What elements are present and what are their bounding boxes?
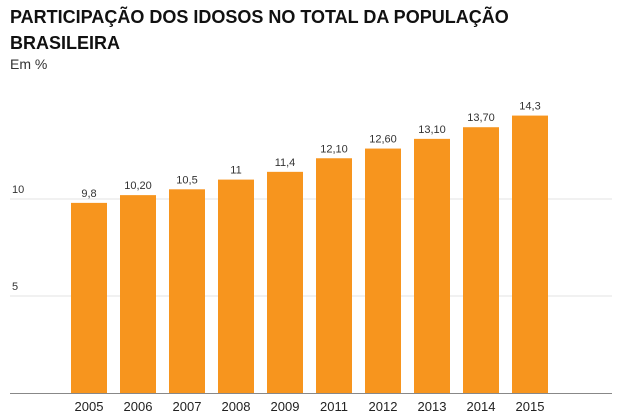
x-tick-label-2007: 2007: [173, 399, 202, 414]
y-tick-label-5: 5: [12, 281, 18, 293]
x-tick-label-2014: 2014: [467, 399, 496, 414]
x-tick-label-2006: 2006: [124, 399, 153, 414]
data-label-2008: 11: [230, 165, 241, 177]
bar-2008: [218, 179, 254, 393]
grid-lines: [10, 198, 612, 297]
x-tick-label-2013: 2013: [418, 399, 447, 414]
data-label-2007: 10,5: [176, 174, 197, 186]
y-axis: 5 10: [12, 184, 24, 293]
y-tick-label-10: 10: [12, 184, 24, 196]
bar-2013: [414, 138, 450, 393]
x-tick-label-2008: 2008: [222, 399, 251, 414]
data-label-2005: 9,8: [81, 188, 96, 200]
data-label-2011: 12,10: [320, 143, 348, 155]
data-label-2009: 11,4: [275, 157, 296, 169]
data-label-2014: 13,70: [467, 112, 495, 124]
data-label-2015: 14,3: [519, 101, 540, 113]
chart-title: PARTICIPAÇÃO DOS IDOSOS NO TOTAL DA POPU…: [10, 7, 509, 53]
x-tick-label-2015: 2015: [516, 399, 545, 414]
x-tick-label-2005: 2005: [75, 399, 104, 414]
x-tick-label-2011: 2011: [320, 399, 348, 414]
bar-2015: [512, 115, 548, 393]
bar-2011: [316, 158, 352, 393]
bar-2012: [365, 148, 401, 393]
bar-2014: [463, 127, 499, 393]
bars: [71, 115, 548, 393]
chart-subtitle: Em %: [10, 56, 48, 72]
data-label-2013: 13,10: [418, 124, 446, 136]
bar-2007: [169, 189, 205, 393]
x-axis: 2005 2006 2007 2008 2009 2011 2012 2013 2014 2015: [10, 393, 612, 414]
bar-2005: [71, 202, 107, 393]
bar-2009: [267, 171, 303, 393]
data-label-2012: 12,60: [369, 134, 397, 146]
x-tick-label-2009: 2009: [271, 399, 300, 414]
data-label-2006: 10,20: [124, 180, 152, 192]
data-labels: 9,8 10,20 10,5 11 11,4 12,10 12,60 13,10 13,70 14…: [81, 101, 540, 200]
bar-2006: [120, 195, 156, 393]
x-tick-label-2012: 2012: [369, 399, 398, 414]
